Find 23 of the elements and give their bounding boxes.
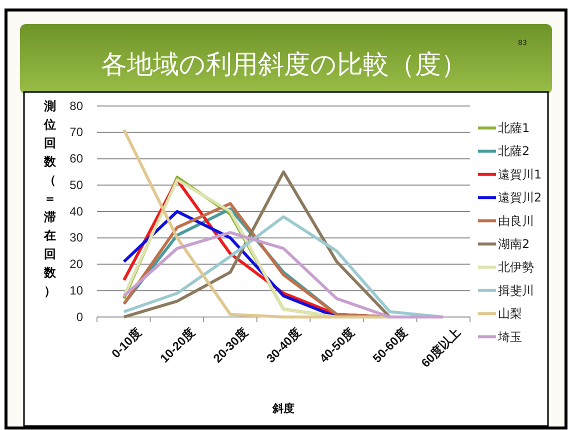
y-tick-label: 20 [70,257,84,272]
y-tick-label: 50 [70,178,84,192]
y-tick-label: 60 [70,152,84,166]
chart-title: 各地域の利用斜度の比較（度） [101,50,467,80]
legend-label: 北薩2 [498,144,530,158]
legend-label: 遠賀川1 [498,167,542,182]
y-tick-label: 40 [70,204,84,218]
y-tick-label: 80 [70,98,84,113]
y-tick-label: 30 [70,230,84,245]
x-axis-title: 斜度 [272,402,294,415]
legend-label: 北薩1 [498,121,530,135]
legend-label: 揖斐川 [498,283,534,298]
legend-label: 由良川 [498,214,534,228]
legend-label: 遠賀川2 [498,190,542,205]
legend-label: 埼玉 [497,330,522,344]
text: 測位回数（＝滞在回数） [44,99,56,298]
y-tick-label: 10 [70,283,84,298]
x-tick-label: 60度以上 [418,325,464,370]
y-tick-label: 0 [76,310,84,324]
legend-label: 山梨 [498,306,522,321]
y-tick-label: 70 [70,125,84,140]
legend-label: 北伊勢 [498,260,534,274]
legend-label: 湖南2 [498,237,530,251]
